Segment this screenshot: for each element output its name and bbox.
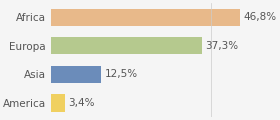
Text: 12,5%: 12,5% [104,69,138,79]
Text: 3,4%: 3,4% [68,98,94,108]
Bar [51,37,202,54]
Bar [51,66,101,83]
Text: 46,8%: 46,8% [243,12,276,22]
Bar [51,94,64,111]
Text: 37,3%: 37,3% [205,41,238,51]
Bar [51,9,240,26]
